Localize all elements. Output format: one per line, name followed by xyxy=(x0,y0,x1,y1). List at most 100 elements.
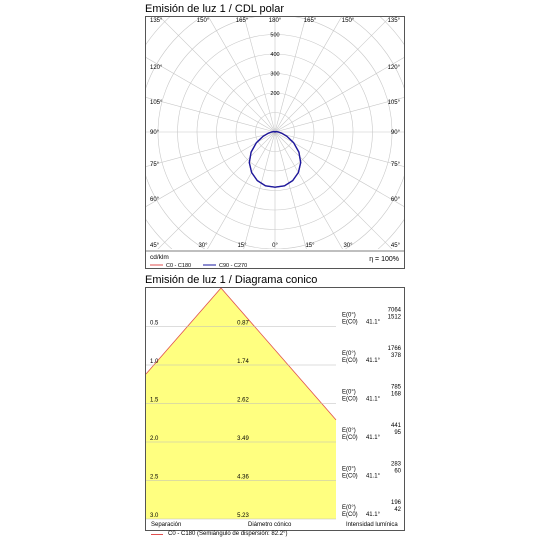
legend-label-c90: C90 - C270 xyxy=(219,263,247,268)
cone-separation: 2.0 xyxy=(150,436,159,442)
footer-separation-label: Separación xyxy=(151,522,182,528)
polar-chart: 200 300 400 500 135° 120° 105° 90° 75° 60° 45° 135°… xyxy=(146,17,404,269)
polar-angle-label-right: 105° xyxy=(388,100,401,106)
cone-angle: 41.1° xyxy=(366,320,381,326)
polar-grid-spoke xyxy=(146,131,276,167)
polar-grid-spoke xyxy=(274,17,342,133)
cone-e0-label: E(0°) xyxy=(342,505,356,511)
polar-grid-spoke xyxy=(274,17,307,133)
cone-e0-value: 1766 xyxy=(388,346,402,352)
polar-title: Emisión de luz 1 / CDL polar xyxy=(145,3,284,15)
polar-angle-label-right: 45° xyxy=(391,243,401,249)
polar-angle-label-left: 120° xyxy=(150,65,163,71)
cone-e0-value: 283 xyxy=(391,462,402,468)
polar-angle-label-left: 75° xyxy=(150,162,160,168)
polar-grid-spoke xyxy=(274,131,404,207)
cone-e0-label: E(0°) xyxy=(342,428,356,434)
cone-ec0-value: 1512 xyxy=(388,315,402,321)
cone-diagram-frame: 0.5 0.87 E(0°) E(C0) 41.1° 7064 1512 1.0 1.74 E(0… xyxy=(145,287,405,531)
cone-e0-value: 196 xyxy=(391,500,402,506)
polar-grid-spoke xyxy=(159,17,276,133)
polar-angle-label-right: 120° xyxy=(388,65,401,71)
polar-angle-label-top: 165° xyxy=(236,18,249,24)
polar-radial-tick: 500 xyxy=(270,33,279,39)
polar-angle-label-bottom: 15° xyxy=(237,243,247,249)
polar-radial-tick: 200 xyxy=(270,91,279,97)
polar-angle-label-left: 90° xyxy=(150,130,160,136)
polar-grid-spoke xyxy=(274,131,343,249)
polar-angle-label-bottom: 15° xyxy=(305,243,315,249)
polar-grid-spoke xyxy=(274,97,404,133)
cone-diameter: 0.87 xyxy=(237,321,249,327)
cone-angle: 41.1° xyxy=(366,358,381,364)
polar-angle-label-top: 150° xyxy=(342,18,355,24)
cone-ec0-label: E(C0) xyxy=(342,512,358,518)
cone-e0-label: E(0°) xyxy=(342,467,356,473)
polar-grid-spoke xyxy=(274,131,307,249)
polar-angle-label-right: 135° xyxy=(388,18,401,24)
polar-angle-label-bottom: 30° xyxy=(198,243,208,249)
polar-grid-spoke xyxy=(243,131,276,249)
polar-angle-label-right: 90° xyxy=(391,130,401,136)
cone-diameter: 4.36 xyxy=(237,475,249,481)
polar-chart-frame: 200 300 400 500 135° 120° 105° 90° 75° 60° 45° 135°… xyxy=(145,16,405,269)
polar-grid-spoke xyxy=(146,97,276,133)
cone-diameter: 2.62 xyxy=(237,398,249,404)
polar-grid-spoke xyxy=(274,57,404,133)
cone-edge-right xyxy=(220,287,337,421)
polar-grid-spoke xyxy=(243,17,276,133)
cone-e0-value: 441 xyxy=(391,423,402,429)
cone-separation: 3.0 xyxy=(150,513,159,519)
cone-ec0-value: 95 xyxy=(394,430,401,436)
polar-angle-label-right: 60° xyxy=(391,197,401,203)
polar-grid-spoke xyxy=(274,17,391,133)
cone-title: Emisión de luz 1 / Diagrama conico xyxy=(145,274,318,286)
polar-angle-label-left: 60° xyxy=(150,197,160,203)
footer-legend-swatch xyxy=(151,534,163,535)
cone-angle: 41.1° xyxy=(366,435,381,441)
cone-diameter: 1.74 xyxy=(237,359,249,365)
cone-separation: 0.5 xyxy=(150,321,159,327)
polar-efficiency: η = 100% xyxy=(369,256,399,263)
cone-ec0-value: 168 xyxy=(391,392,402,398)
polar-angle-label-top: 150° xyxy=(197,18,210,24)
cone-e0-label: E(0°) xyxy=(342,390,356,396)
cone-diameter: 3.49 xyxy=(237,436,249,442)
cone-e0-value: 785 xyxy=(391,385,402,391)
polar-radial-tick: 400 xyxy=(270,52,279,58)
polar-grid-spoke xyxy=(146,131,276,207)
polar-curve-c90-c270 xyxy=(248,130,302,188)
polar-angle-label-top: 165° xyxy=(304,18,317,24)
polar-angle-label-left: 105° xyxy=(150,100,163,106)
cone-ec0-label: E(C0) xyxy=(342,320,358,326)
polar-grid-spoke xyxy=(274,131,404,167)
polar-angle-label-bottom: 0° xyxy=(272,243,278,249)
polar-angle-label-left: 45° xyxy=(150,243,160,249)
polar-angle-label-right: 75° xyxy=(391,162,401,168)
polar-grid-spoke xyxy=(146,57,276,133)
cone-e0-label: E(0°) xyxy=(342,351,356,357)
polar-grid xyxy=(146,17,404,249)
cone-ec0-value: 42 xyxy=(394,507,401,513)
cone-ec0-label: E(C0) xyxy=(342,397,358,403)
cone-separation: 1.0 xyxy=(150,359,159,365)
polar-grid-spoke xyxy=(274,131,393,249)
polar-angle-label-bottom: 30° xyxy=(343,243,353,249)
cone-edge-left xyxy=(145,287,222,375)
footer-intensity-label: Intensidad lumínica xyxy=(346,522,398,528)
polar-unit-label: cd/klm xyxy=(150,254,169,261)
polar-radial-tick: 300 xyxy=(270,72,279,78)
legend-label-c0: C0 - C180 xyxy=(166,263,191,268)
footer-diameter-label: Diámetro cónico xyxy=(248,522,292,528)
polar-angle-label-top: 180° xyxy=(269,18,282,24)
footer-legend-label: C0 - C180 (Semiángulo de dispersión: 82.… xyxy=(168,531,288,537)
cone-angle: 41.1° xyxy=(366,512,381,518)
cone-ec0-label: E(C0) xyxy=(342,358,358,364)
cone-e0-value: 7064 xyxy=(388,308,402,314)
cone-ec0-value: 60 xyxy=(394,469,401,475)
cone-ec0-label: E(C0) xyxy=(342,435,358,441)
cone-ec0-value: 378 xyxy=(391,353,402,359)
polar-grid-spoke xyxy=(207,131,276,249)
cone-diameter: 5.23 xyxy=(237,513,249,519)
